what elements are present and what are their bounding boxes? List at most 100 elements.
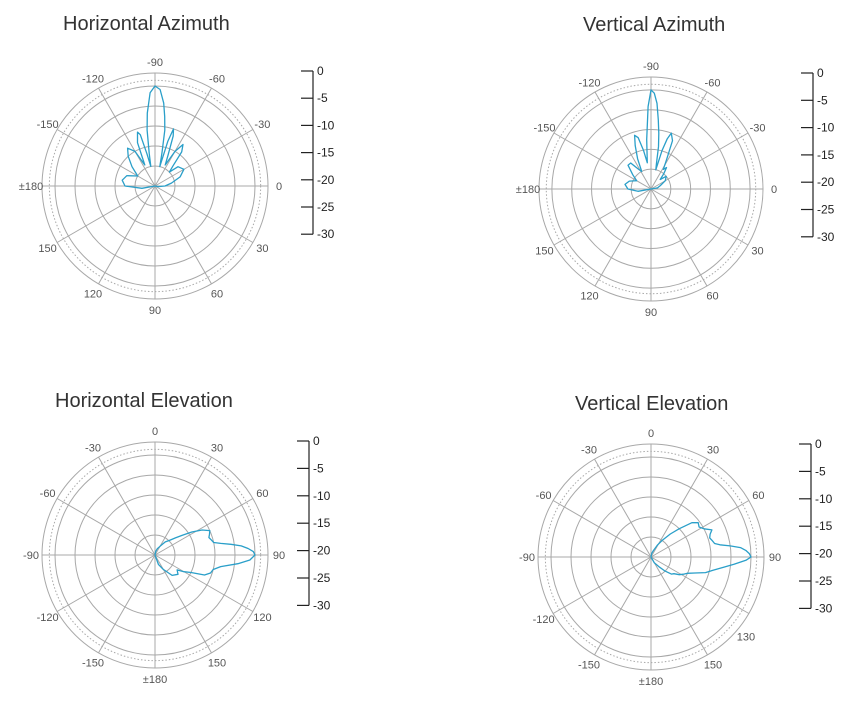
angle-tick-label: 120 bbox=[253, 612, 271, 624]
chart-title: Horizontal Elevation bbox=[55, 390, 233, 412]
grid-spoke bbox=[552, 500, 652, 558]
grid-spoke bbox=[56, 498, 156, 556]
angle-tick-label: 120 bbox=[580, 291, 598, 303]
db-scale-label: -20 bbox=[817, 175, 835, 189]
angle-tick-label: 30 bbox=[256, 243, 268, 255]
grid-spoke bbox=[154, 185, 212, 285]
chart-title: Vertical Elevation bbox=[575, 393, 729, 415]
angle-tick-label: -120 bbox=[82, 74, 104, 86]
grid-spoke bbox=[56, 129, 156, 187]
grid-spoke bbox=[650, 132, 749, 190]
angle-tick-label: ±180 bbox=[19, 181, 43, 193]
grid-spoke bbox=[154, 498, 254, 556]
angle-tick-label: 90 bbox=[149, 305, 161, 317]
grid-spoke bbox=[98, 185, 156, 285]
grid-spoke bbox=[650, 500, 750, 558]
db-scale-label: -10 bbox=[317, 118, 335, 132]
angle-tick-label: 0 bbox=[276, 181, 282, 193]
db-scale-label: 0 bbox=[815, 437, 822, 451]
db-scale-label: -5 bbox=[317, 91, 328, 105]
angle-tick-label: 30 bbox=[211, 443, 223, 455]
angle-tick-label: -90 bbox=[643, 61, 659, 73]
angle-tick-label: 90 bbox=[645, 307, 657, 319]
angle-tick-label: 90 bbox=[273, 550, 285, 562]
db-scale-label: -30 bbox=[313, 598, 331, 612]
angle-tick-label: ±180 bbox=[639, 676, 663, 688]
db-scale-label: 0 bbox=[817, 66, 824, 80]
grid-spoke bbox=[594, 458, 652, 558]
angle-tick-label: -120 bbox=[533, 614, 555, 626]
db-scale-label: -25 bbox=[815, 574, 833, 588]
grid-spoke bbox=[98, 87, 156, 187]
grid-spoke bbox=[154, 129, 254, 187]
db-scale-label: -10 bbox=[815, 492, 833, 506]
angle-tick-label: -150 bbox=[82, 657, 104, 669]
db-scale-label: -30 bbox=[815, 601, 833, 615]
grid-spoke bbox=[650, 556, 750, 614]
grid-spoke bbox=[154, 185, 254, 243]
angle-tick-label: 130 bbox=[737, 632, 755, 644]
angle-tick-label: ±180 bbox=[143, 674, 167, 686]
grid-spoke bbox=[650, 556, 708, 656]
angle-tick-label: ±180 bbox=[516, 184, 540, 196]
db-scale-label: -30 bbox=[817, 230, 835, 244]
radiation-pattern-line bbox=[650, 522, 752, 576]
db-scale-label: 0 bbox=[317, 64, 324, 78]
grid-spoke bbox=[650, 458, 708, 558]
grid-spoke bbox=[650, 188, 749, 246]
db-scale-label: -30 bbox=[317, 227, 335, 241]
db-scale-label: -20 bbox=[815, 547, 833, 561]
angle-tick-label: -30 bbox=[254, 119, 270, 131]
angle-tick-label: -60 bbox=[705, 77, 721, 89]
grid-spoke bbox=[98, 456, 156, 556]
angle-tick-label: 150 bbox=[38, 243, 56, 255]
angle-tick-label: -90 bbox=[147, 57, 163, 69]
chart-title: Horizontal Azimuth bbox=[63, 13, 230, 35]
grid-spoke bbox=[594, 188, 652, 287]
angle-tick-label: 60 bbox=[256, 488, 268, 500]
db-scale-label: -20 bbox=[313, 544, 331, 558]
grid-spoke bbox=[154, 87, 212, 187]
grid-spoke bbox=[594, 91, 652, 190]
db-scale-label: -25 bbox=[817, 203, 835, 217]
db-scale-label: -5 bbox=[815, 464, 826, 478]
db-scale-label: 0 bbox=[313, 434, 320, 448]
angle-tick-label: -60 bbox=[209, 74, 225, 86]
db-scale-label: -10 bbox=[313, 489, 331, 503]
db-scale-label: -25 bbox=[313, 571, 331, 585]
angle-tick-label: -30 bbox=[581, 445, 597, 457]
grid-spoke bbox=[98, 554, 156, 654]
angle-tick-label: -150 bbox=[533, 123, 555, 135]
radiation-pattern-line bbox=[154, 529, 256, 577]
radiation-pattern-line bbox=[624, 89, 674, 192]
angle-tick-label: -60 bbox=[40, 488, 56, 500]
db-scale-label: -15 bbox=[313, 516, 331, 530]
db-scale-label: -25 bbox=[317, 200, 335, 214]
grid-spoke bbox=[56, 554, 156, 612]
angle-tick-label: -120 bbox=[578, 77, 600, 89]
grid-spoke bbox=[154, 456, 212, 556]
angle-tick-label: 60 bbox=[211, 288, 223, 300]
angle-tick-label: 60 bbox=[706, 291, 718, 303]
angle-tick-label: -30 bbox=[85, 443, 101, 455]
angle-tick-label: 0 bbox=[771, 184, 777, 196]
angle-tick-label: -60 bbox=[536, 490, 552, 502]
grid-spoke bbox=[650, 188, 708, 287]
angle-tick-label: -90 bbox=[23, 550, 39, 562]
angle-tick-label: 0 bbox=[152, 426, 158, 438]
grid-spoke bbox=[56, 185, 156, 243]
angle-tick-label: 150 bbox=[208, 657, 226, 669]
db-scale-label: -5 bbox=[817, 93, 828, 107]
radiation-pattern-line bbox=[121, 85, 185, 189]
angle-tick-label: 90 bbox=[769, 552, 781, 564]
grid-spoke bbox=[154, 554, 254, 612]
angle-tick-label: 150 bbox=[704, 659, 722, 671]
angle-tick-label: -90 bbox=[519, 552, 535, 564]
angle-tick-label: -150 bbox=[578, 659, 600, 671]
angle-tick-label: 150 bbox=[535, 246, 553, 258]
chart-title: Vertical Azimuth bbox=[583, 14, 726, 36]
